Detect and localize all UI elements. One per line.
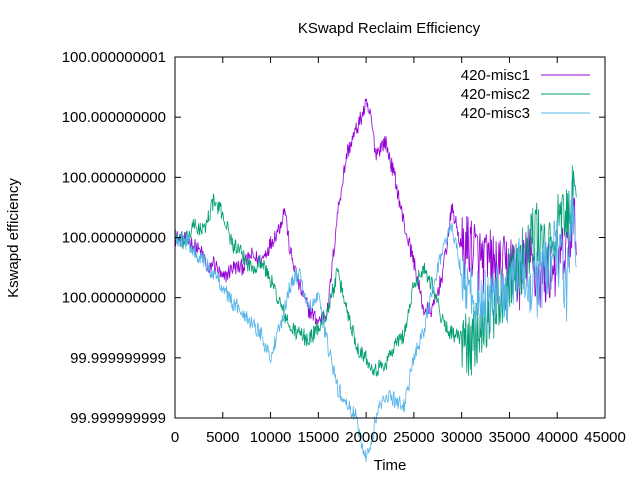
legend: 420-misc1 420-misc2 420-misc3 <box>461 67 590 122</box>
x-tick-label: 25000 <box>393 429 435 446</box>
x-tick-label: 35000 <box>489 429 531 446</box>
y-tick-label: 100.000000000 <box>62 230 166 247</box>
y-tick-label: 100.000000000 <box>62 169 166 186</box>
x-axis: 0 5000 10000 15000 20000 25000 30000 35000 40000… <box>171 57 626 446</box>
x-tick-label: 30000 <box>441 429 483 446</box>
y-tick-label: 99.999999999 <box>70 350 166 367</box>
y-tick-label: 99.999999999 <box>70 410 166 427</box>
legend-label: 420-misc1 <box>461 67 530 84</box>
x-tick-label: 45000 <box>584 429 626 446</box>
y-axis: 99.999999999 99.999999999 100.000000000 100… <box>62 49 605 427</box>
series-line-2 <box>174 165 577 377</box>
x-axis-label: Time <box>374 457 407 474</box>
legend-label: 420-misc3 <box>461 105 530 122</box>
x-tick-label: 20000 <box>345 429 387 446</box>
series-layer <box>174 98 577 462</box>
y-tick-label: 100.000000000 <box>62 290 166 307</box>
y-tick-label: 100.000000000 <box>62 109 166 126</box>
x-tick-label: 0 <box>171 429 179 446</box>
legend-label: 420-misc2 <box>461 86 530 103</box>
y-tick-label: 100.000000001 <box>62 49 166 66</box>
x-tick-label: 40000 <box>536 429 578 446</box>
x-tick-label: 5000 <box>206 429 239 446</box>
x-tick-label: 15000 <box>297 429 339 446</box>
series-line-3 <box>174 180 577 462</box>
y-axis-label: Kswapd efficiency <box>5 178 22 298</box>
chart-title: KSwapd Reclaim Efficiency <box>298 20 481 37</box>
x-tick-label: 10000 <box>250 429 292 446</box>
